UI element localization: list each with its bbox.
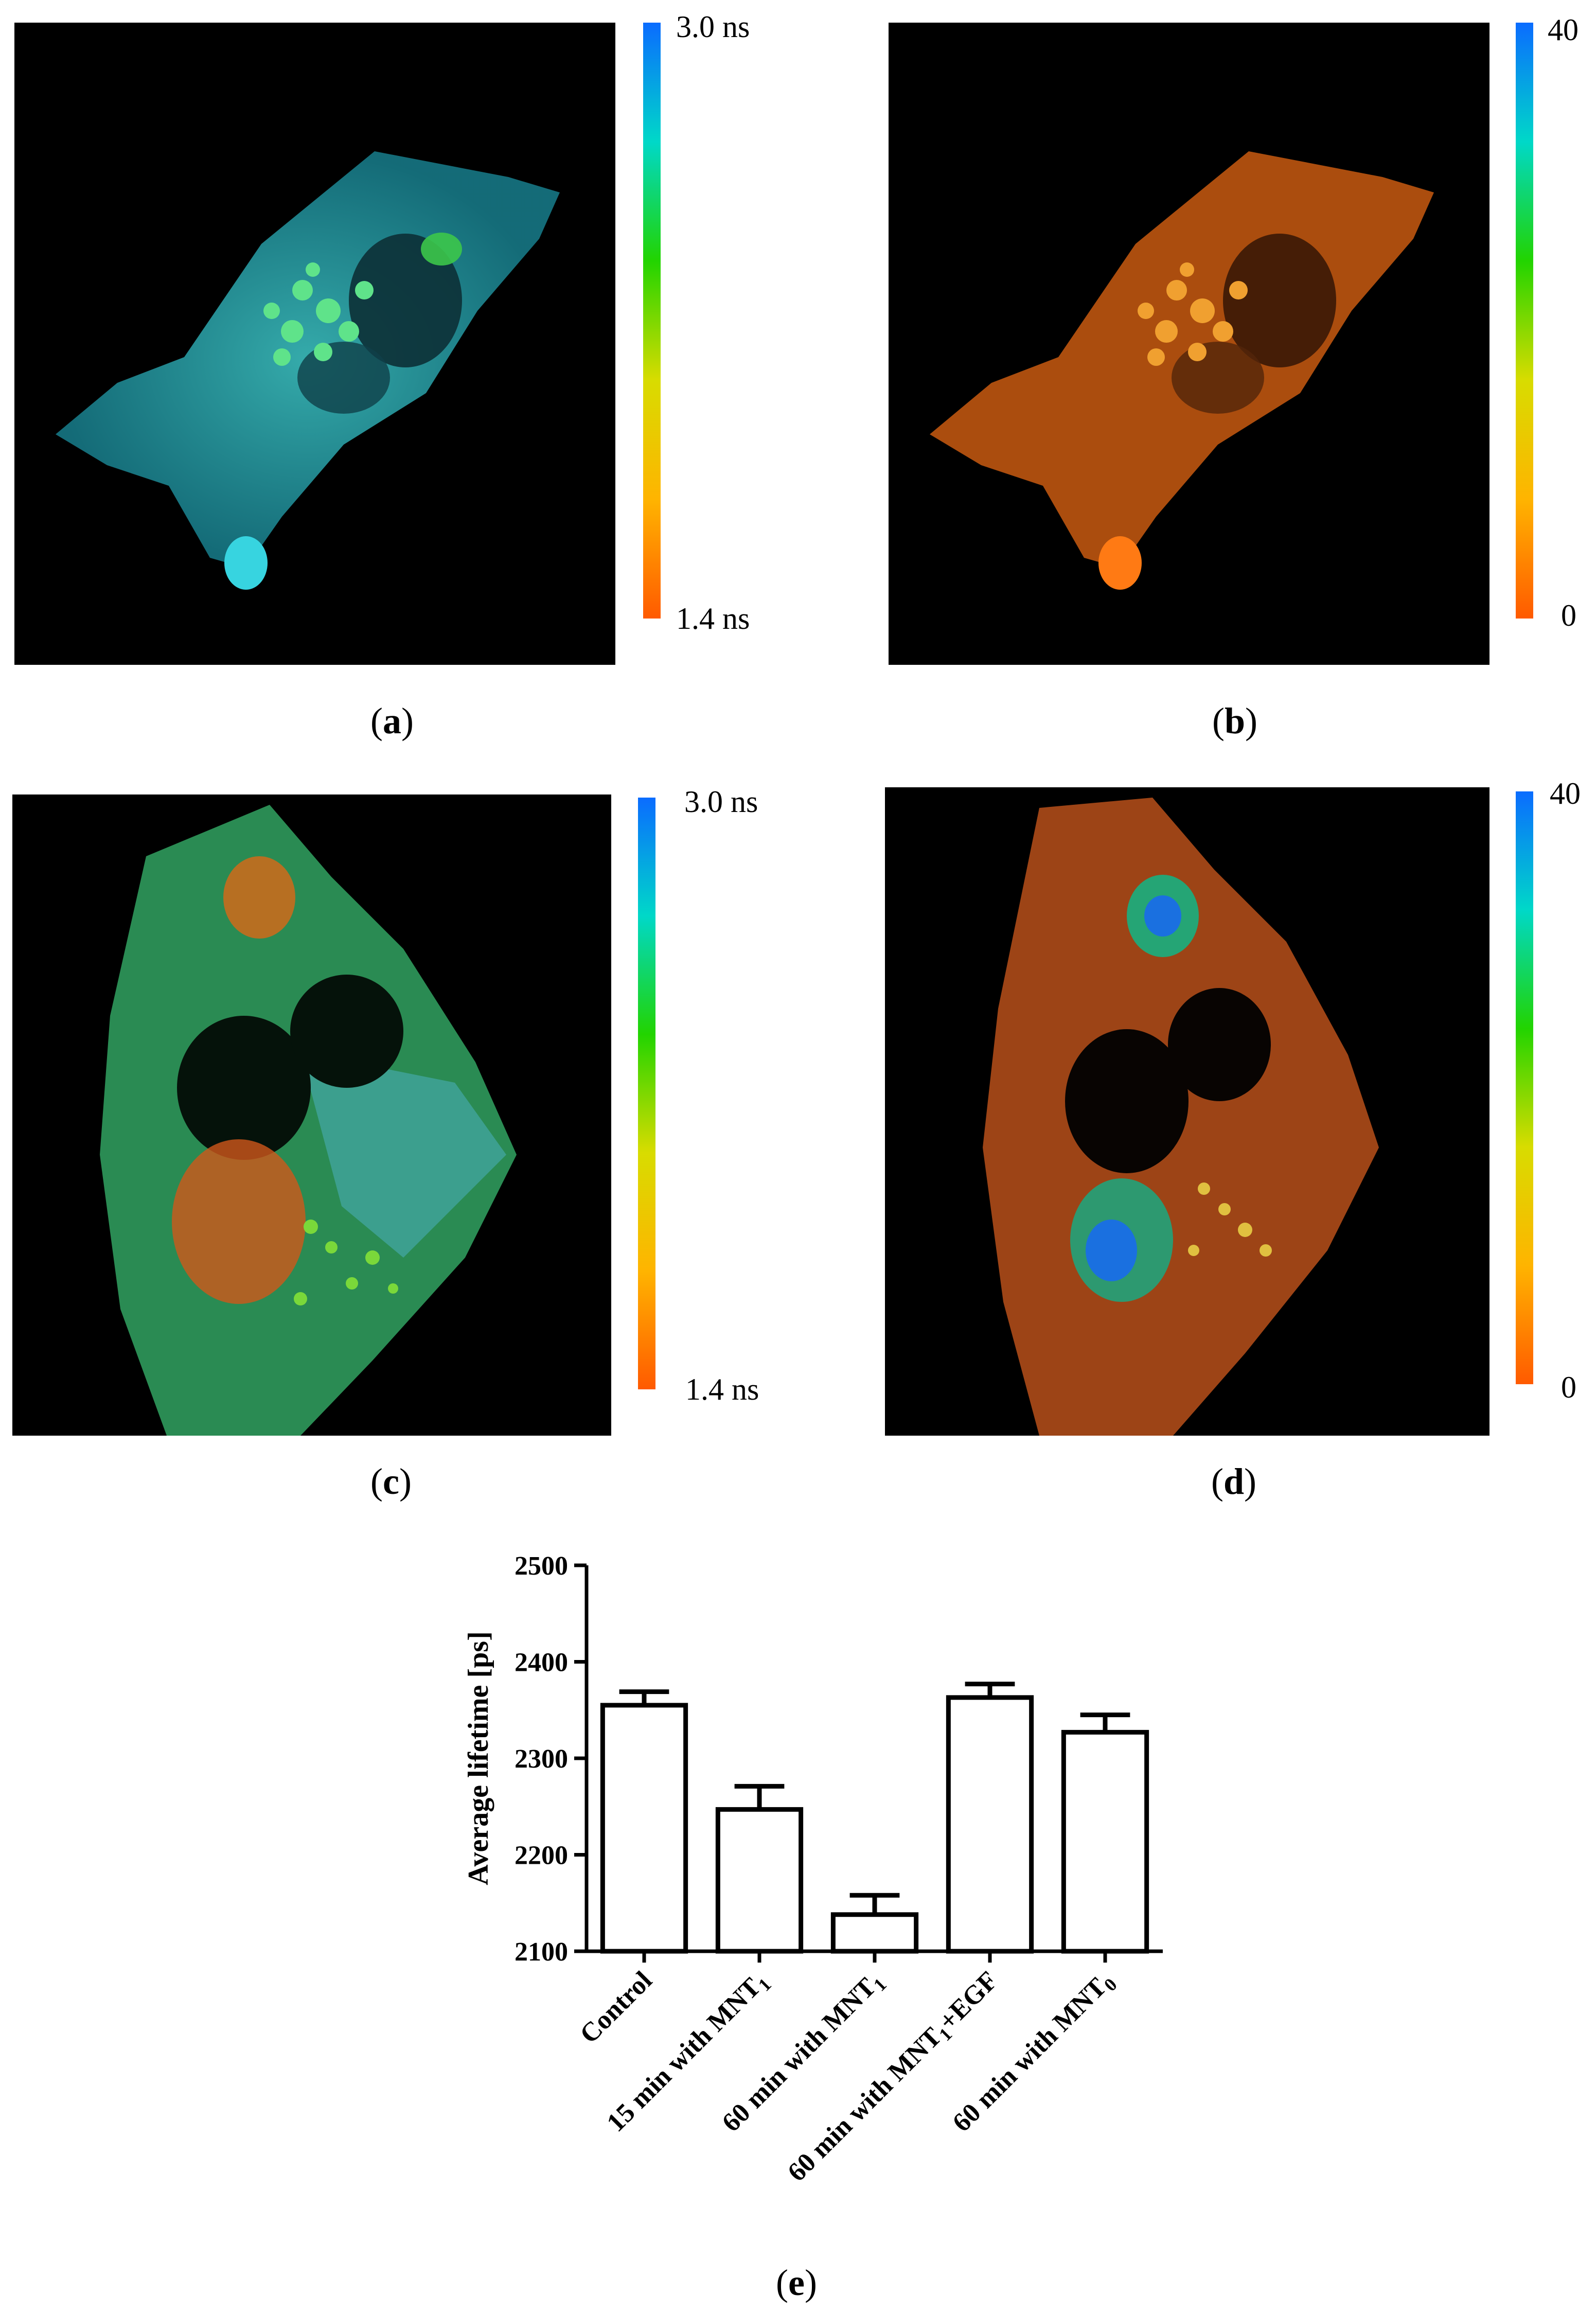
colorbar-c-bottom-label: 1.4 ns xyxy=(685,1372,759,1406)
x-tick-label: Control xyxy=(574,1966,658,2049)
colorbar-d xyxy=(1516,791,1533,1384)
panel-d-intensity-image xyxy=(885,787,1489,1436)
y-axis-label: Average lifetime [ps] xyxy=(463,1631,494,1885)
colorbar-d-top-label: 40 xyxy=(1550,776,1581,810)
x-tick-label: 60 min with MNT1+EGF xyxy=(782,1966,1006,2190)
panel-a-lifetime-image xyxy=(14,23,615,665)
colorbar-b-top-label: 40 xyxy=(1548,13,1579,47)
y-tick-label: 2300 xyxy=(515,1744,568,1774)
cell-image-a xyxy=(56,151,560,590)
colorbar-a-bottom-label: 1.4 ns xyxy=(676,602,750,635)
cell-image-d xyxy=(983,798,1379,1436)
colorbar-b-bottom-label: 0 xyxy=(1561,598,1576,632)
y-tick-label: 2100 xyxy=(515,1937,568,1967)
colorbar-a xyxy=(643,23,661,619)
colorbar-a-top-label: 3.0 ns xyxy=(676,10,750,44)
cell-image-b xyxy=(930,151,1434,590)
bar xyxy=(946,1695,1034,1954)
panel-c-caption: (c) xyxy=(370,1461,412,1502)
bar xyxy=(1061,1729,1149,1954)
bar xyxy=(600,1703,688,1954)
panel-b-intensity-image xyxy=(889,23,1489,665)
bar xyxy=(830,1912,919,1954)
colorbar-d-bottom-label: 0 xyxy=(1561,1370,1576,1404)
cell-image-c xyxy=(100,805,517,1436)
panel-d-caption: (d) xyxy=(1211,1461,1257,1502)
colorbar-b xyxy=(1516,23,1533,619)
y-tick-label: 2400 xyxy=(515,1648,568,1678)
panel-a-caption: (a) xyxy=(370,700,414,741)
y-tick-label: 2500 xyxy=(515,1551,568,1581)
colorbar-c-top-label: 3.0 ns xyxy=(684,785,758,819)
y-tick-label: 2200 xyxy=(515,1841,568,1870)
panel-c-lifetime-image xyxy=(12,794,611,1436)
colorbar-c xyxy=(638,798,655,1389)
panel-e-caption: (e) xyxy=(776,2262,817,2303)
panel-b-caption: (b) xyxy=(1212,700,1258,741)
bar xyxy=(715,1807,804,1954)
